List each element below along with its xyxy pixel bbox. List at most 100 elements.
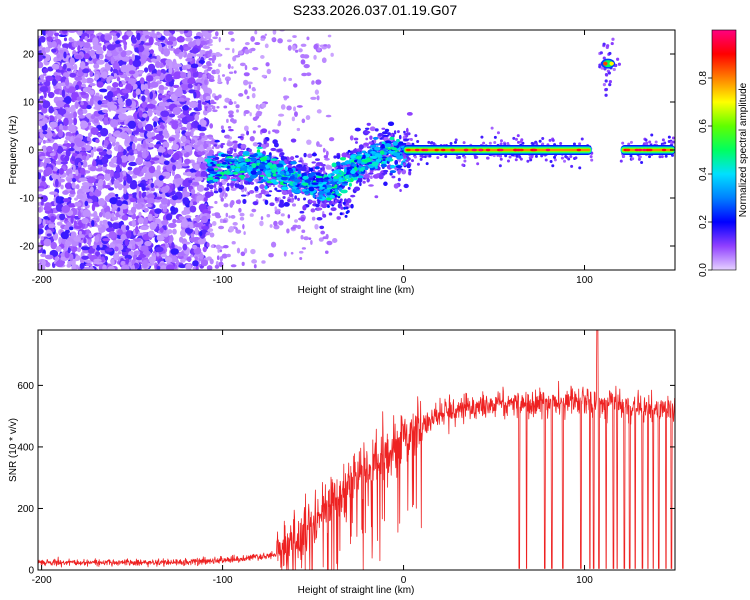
heatmap-cell [374, 153, 382, 158]
heatmap-cell [85, 77, 94, 84]
heatmap-cell [41, 100, 51, 109]
heatmap-cell [168, 113, 176, 118]
heatmap-cell [327, 173, 332, 178]
heatmap-cell [421, 155, 425, 159]
heatmap-cell [113, 172, 121, 179]
heatmap-cell [324, 177, 330, 180]
heatmap-cell [476, 162, 480, 166]
heatmap-cell [129, 197, 136, 203]
heatmap-cell [298, 250, 304, 254]
heatmap-cell [330, 52, 334, 57]
heatmap-cell [228, 114, 234, 118]
heatmap-cell [96, 59, 105, 65]
heatmap-cell [90, 127, 99, 135]
heatmap-cell [246, 130, 250, 136]
heatmap-cell [288, 77, 293, 82]
heatmap-cell [149, 49, 155, 55]
heatmap-cell [214, 264, 220, 269]
heatmap-cell [62, 190, 69, 195]
heatmap-cell [55, 100, 65, 108]
heatmap-cell [182, 105, 189, 111]
heatmap-cell [125, 248, 132, 252]
heatmap-cell [519, 140, 523, 144]
heatmap-cell [206, 68, 212, 72]
heatmap-cell [454, 138, 458, 142]
heatmap-cell [79, 107, 83, 112]
heatmap-cell [154, 75, 161, 80]
heatmap-cell [255, 171, 261, 175]
heatmap-cell [137, 217, 144, 225]
heatmap-cell [482, 141, 486, 145]
heatmap-cell [243, 79, 249, 86]
heatmap-cell [238, 207, 242, 213]
heatmap-cell [240, 143, 247, 149]
heatmap-cell [259, 174, 265, 178]
heatmap-cell [180, 258, 186, 263]
heatmap-cell [315, 175, 323, 179]
heatmap-cell [207, 73, 212, 80]
heatmap-cell [191, 181, 200, 186]
heatmap-cell [291, 198, 295, 201]
heatmap-cell [45, 166, 53, 176]
heatmap-cell [499, 157, 503, 161]
heatmap-cell [64, 78, 70, 86]
heatmap-cell [534, 140, 538, 144]
heatmap-cell [115, 40, 121, 45]
heatmap-cell [187, 77, 196, 85]
heatmap-cell [365, 137, 369, 141]
heatmap-cell [290, 227, 296, 230]
heatmap-cell [339, 198, 343, 202]
heatmap-cell [62, 198, 71, 203]
heatmap-cell [301, 229, 306, 234]
heatmap-cell [81, 83, 87, 88]
heatmap-cell [302, 54, 310, 59]
heatmap-cell [212, 109, 218, 113]
heatmap-cell [219, 218, 224, 224]
heatmap-cell [232, 144, 238, 149]
heatmap-cell [193, 120, 199, 128]
heatmap-cell [46, 36, 53, 42]
heatmap-cell [406, 158, 410, 162]
heatmap-cell [113, 252, 120, 261]
heatmap-cell [534, 154, 538, 158]
heatmap-cell [156, 105, 165, 111]
heatmap-cell [235, 199, 242, 204]
heatmap-cell [384, 143, 392, 148]
heatmap-cell [40, 236, 44, 241]
heatmap-cell [111, 216, 119, 221]
heatmap-cell [333, 175, 339, 180]
heatmap-cell [38, 169, 44, 173]
heatmap-cell [294, 111, 298, 117]
heatmap-cell [240, 180, 243, 186]
heatmap-cell [183, 46, 192, 51]
heatmap-cell [92, 146, 97, 152]
heatmap-cell [59, 213, 66, 221]
heatmap-cell [47, 30, 54, 37]
heatmap-cell [172, 164, 176, 172]
heatmap-cell [240, 133, 245, 137]
heatmap-cell [110, 56, 115, 65]
heatmap-cell [195, 215, 201, 223]
heatmap-cell [208, 176, 214, 181]
heatmap-cell [393, 130, 397, 135]
heatmap-cell [218, 182, 223, 187]
heatmap-cell [158, 95, 167, 99]
heatmap-cell [551, 138, 555, 142]
heatmap-cell [374, 146, 381, 151]
heatmap-cell [259, 184, 265, 190]
heatmap-cell [42, 139, 46, 144]
heatmap-cell [331, 162, 337, 168]
heatmap-cell [305, 115, 311, 121]
heatmap-cell [326, 44, 331, 49]
heatmap-cell [151, 100, 157, 105]
heatmap-cell [280, 176, 288, 181]
heatmap-cell [76, 96, 82, 101]
heatmap-cell [419, 157, 423, 161]
heatmap-cell [138, 211, 142, 217]
heatmap-cell [221, 129, 226, 133]
heatmap-cell [53, 109, 58, 116]
heatmap-cell [216, 105, 220, 109]
heatmap-cell [233, 70, 237, 74]
heatmap-cell [99, 244, 103, 248]
heatmap-cell [184, 97, 191, 101]
